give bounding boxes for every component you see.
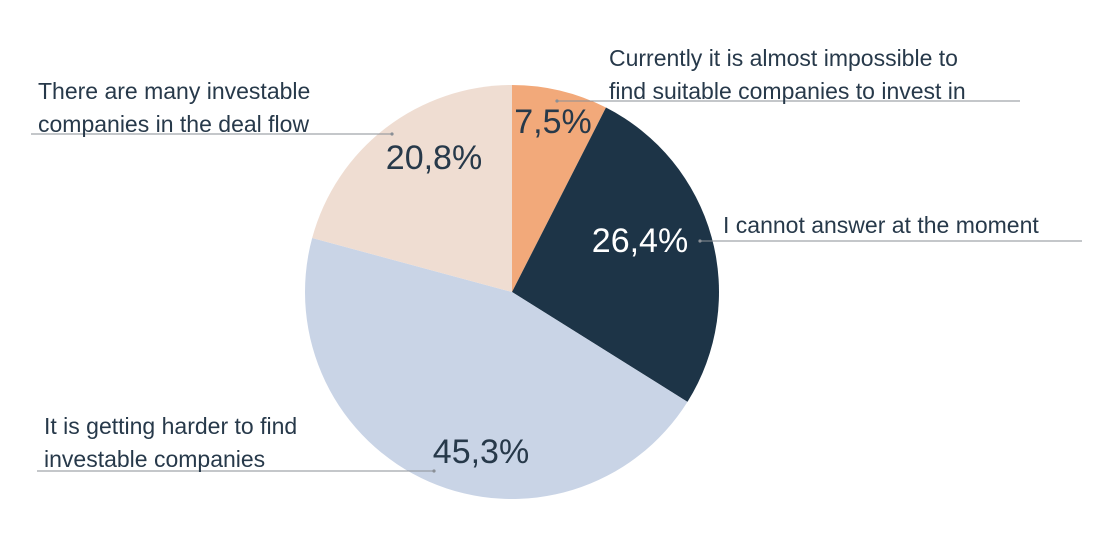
annotation-line: There are many investable (38, 78, 310, 104)
pie-slice (312, 85, 512, 292)
annotation-line: It is getting harder to find (44, 413, 297, 439)
annotation-line: investable companies (44, 446, 265, 472)
slice-percent-label: 45,3% (433, 433, 529, 471)
slice-percent-label: 7,5% (514, 103, 592, 141)
pie-slice (305, 238, 688, 499)
pie-slice (512, 85, 606, 292)
pie-slices (305, 85, 720, 499)
slice-percent-label: 20,8% (386, 139, 482, 177)
annotation-line: I cannot answer at the moment (723, 212, 1039, 238)
slice-annotation: Currently it is almost impossible to find… (609, 45, 966, 104)
leader-dot (555, 99, 559, 103)
slice-percent-label: 26,4% (592, 222, 688, 260)
annotation-line: find suitable companies to invest in (609, 78, 966, 104)
leader-dot (698, 239, 702, 243)
annotation-line: companies in the deal flow (38, 111, 309, 137)
percent-labels: 7,5% 26,4% 45,3% 20,8% (386, 103, 688, 471)
leader-lines (31, 99, 1082, 473)
annotation-line: Currently it is almost impossible to (609, 45, 958, 71)
slice-annotation: It is getting harder to find investable c… (44, 413, 297, 472)
slice-annotations: Currently it is almost impossible to find… (38, 45, 1039, 472)
pie-slice (512, 107, 720, 402)
leader-dot (432, 469, 436, 473)
leader-dot (390, 132, 394, 136)
slice-annotation: There are many investable companies in th… (38, 78, 310, 137)
slice-annotation: I cannot answer at the moment (723, 212, 1039, 238)
